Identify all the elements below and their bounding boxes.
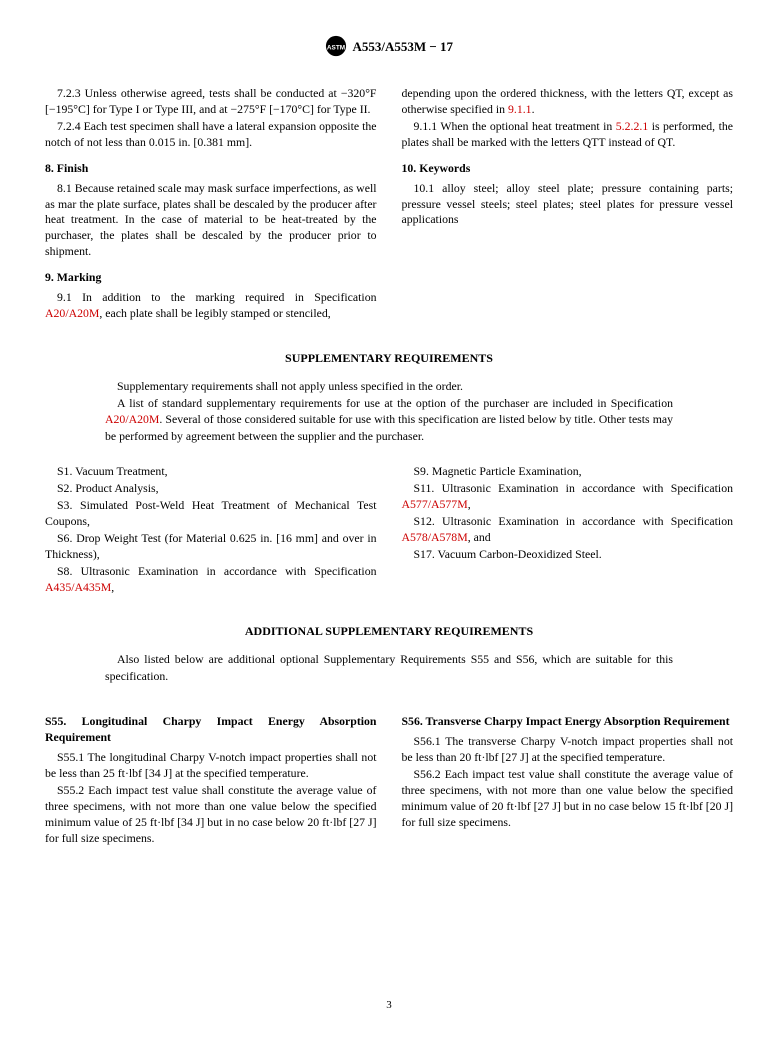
s56-col: S56. Transverse Charpy Impact Energy Abs… xyxy=(402,704,734,847)
supp-req-head: SUPPLEMENTARY REQUIREMENTS xyxy=(45,351,733,366)
para-911: 9.1.1 When the optional heat treatment i… xyxy=(402,119,734,151)
s55-col: S55. Longitudinal Charpy Impact Energy A… xyxy=(45,704,377,847)
link-a578[interactable]: A578/A578M xyxy=(402,530,468,544)
addl-intro: Also listed below are additional optiona… xyxy=(105,651,673,684)
supp-intro-2: A list of standard supplementary require… xyxy=(105,395,673,445)
doc-title: A553/A553M − 17 xyxy=(352,39,453,54)
section-10-head: 10. Keywords xyxy=(402,161,734,177)
top-columns: 7.2.3 Unless otherwise agreed, tests sha… xyxy=(45,86,733,323)
s55-p2: S55.2 Each impact test value shall const… xyxy=(45,783,377,847)
s56-p2: S56.2 Each impact test value shall const… xyxy=(402,767,734,831)
para-91c: depending upon the ordered thickness, wi… xyxy=(402,86,734,116)
s56-p1: S56.1 The transverse Charpy V-notch impa… xyxy=(402,734,734,766)
addl-cols: S55. Longitudinal Charpy Impact Energy A… xyxy=(45,704,733,847)
supp-s3: S3. Simulated Post-Weld Heat Treatment o… xyxy=(45,498,377,530)
supp-s9: S9. Magnetic Particle Examination, xyxy=(402,464,734,480)
page-number: 3 xyxy=(0,999,778,1011)
s55-p1: S55.1 The longitudinal Charpy V-notch im… xyxy=(45,750,377,782)
doc-header: ASTM A553/A553M − 17 xyxy=(45,35,733,61)
para-91-text-a: 9.1 In addition to the marking required … xyxy=(57,290,377,304)
supp-s17: S17. Vacuum Carbon-Deoxidized Steel. xyxy=(402,547,734,563)
supp-s12b: , and xyxy=(468,530,491,544)
supp-intro-2b: . Several of those considered suitable f… xyxy=(105,412,673,443)
s55-head: S55. Longitudinal Charpy Impact Energy A… xyxy=(45,714,377,746)
link-a20-2[interactable]: A20/A20M xyxy=(105,412,159,426)
link-a435[interactable]: A435/A435M xyxy=(45,580,111,594)
supp-s12a: S12. Ultrasonic Examination in accordanc… xyxy=(414,514,734,528)
top-left-col: 7.2.3 Unless otherwise agreed, tests sha… xyxy=(45,86,377,323)
supp-s1: S1. Vacuum Treatment, xyxy=(45,464,377,480)
supp-s11: S11. Ultrasonic Examination in accordanc… xyxy=(402,481,734,513)
supp-s11a: S11. Ultrasonic Examination in accordanc… xyxy=(414,481,734,495)
para-91-text-b: , each plate shall be legibly stamped or… xyxy=(99,306,330,320)
section-9-head: 9. Marking xyxy=(45,270,377,286)
astm-logo-icon: ASTM xyxy=(325,35,347,61)
para-91: 9.1 In addition to the marking required … xyxy=(45,290,377,322)
addl-supp-head: ADDITIONAL SUPPLEMENTARY REQUIREMENTS xyxy=(45,624,733,639)
link-a20[interactable]: A20/A20M xyxy=(45,306,99,320)
top-right-col: depending upon the ordered thickness, wi… xyxy=(402,86,734,323)
supp-right-col: S9. Magnetic Particle Examination, S11. … xyxy=(402,464,734,596)
supp-s8b: , xyxy=(111,580,114,594)
supp-s12: S12. Ultrasonic Examination in accordanc… xyxy=(402,514,734,546)
section-8-head: 8. Finish xyxy=(45,161,377,177)
supp-s8a: S8. Ultrasonic Examination in accordance… xyxy=(57,564,377,578)
supp-s6: S6. Drop Weight Test (for Material 0.625… xyxy=(45,531,377,563)
svg-text:ASTM: ASTM xyxy=(327,45,345,52)
para-91-cont: depending upon the ordered thickness, wi… xyxy=(402,86,734,118)
link-5221[interactable]: 5.2.2.1 xyxy=(616,119,648,133)
supp-s2: S2. Product Analysis, xyxy=(45,481,377,497)
supp-intro-2a: A list of standard supplementary require… xyxy=(117,396,673,410)
addl-intro-text: Also listed below are additional optiona… xyxy=(105,651,673,684)
s56-head: S56. Transverse Charpy Impact Energy Abs… xyxy=(402,714,734,730)
supp-intro: Supplementary requirements shall not app… xyxy=(105,378,673,444)
page: ASTM A553/A553M − 17 7.2.3 Unless otherw… xyxy=(0,0,778,1041)
para-911a: 9.1.1 When the optional heat treatment i… xyxy=(414,119,616,133)
supp-s8: S8. Ultrasonic Examination in accordance… xyxy=(45,564,377,596)
supp-left-col: S1. Vacuum Treatment, S2. Product Analys… xyxy=(45,464,377,596)
supp-list-cols: S1. Vacuum Treatment, S2. Product Analys… xyxy=(45,464,733,596)
para-723: 7.2.3 Unless otherwise agreed, tests sha… xyxy=(45,86,377,118)
supp-s11b: , xyxy=(468,497,471,511)
link-911[interactable]: 9.1.1 xyxy=(508,102,532,116)
para-724: 7.2.4 Each test specimen shall have a la… xyxy=(45,119,377,151)
para-101: 10.1 alloy steel; alloy steel plate; pre… xyxy=(402,181,734,229)
link-a577[interactable]: A577/A577M xyxy=(402,497,468,511)
para-81: 8.1 Because retained scale may mask surf… xyxy=(45,181,377,261)
supp-intro-1: Supplementary requirements shall not app… xyxy=(105,378,673,395)
